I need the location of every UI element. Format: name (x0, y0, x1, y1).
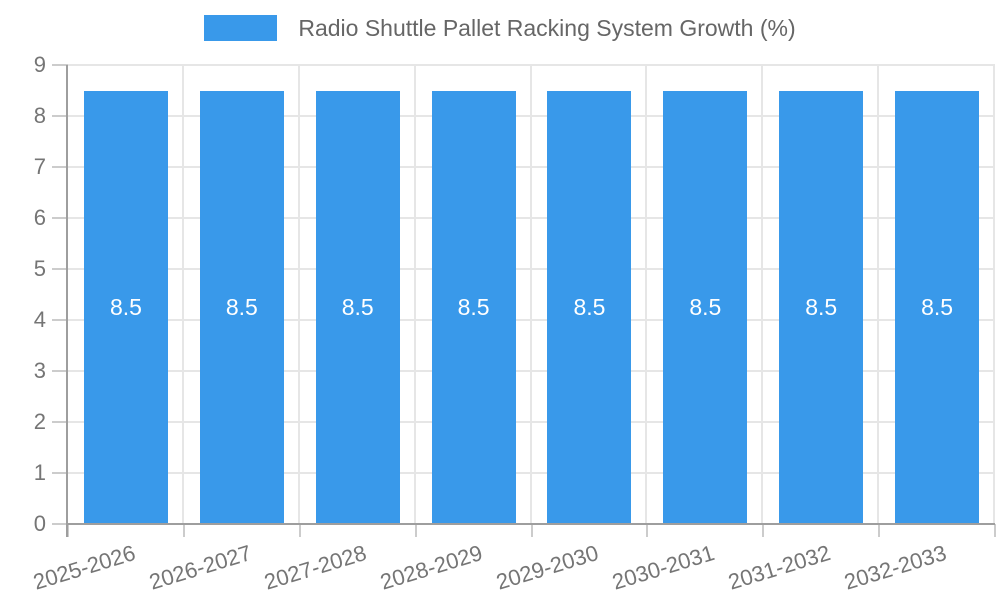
x-tick-mark (182, 524, 185, 537)
bar-value-label: 8.5 (921, 294, 954, 321)
x-tick-mark (67, 524, 69, 537)
y-gridline (68, 472, 995, 474)
bar[interactable] (431, 90, 516, 524)
bar-value-label: 8.5 (573, 294, 606, 321)
x-axis-tick-label: 2025-2026 (30, 540, 138, 595)
chart-legend[interactable]: Radio Shuttle Pallet Racking System Grow… (0, 15, 1000, 41)
x-gridline (529, 65, 532, 524)
x-gridline (297, 65, 300, 524)
y-tick-mark (52, 166, 68, 168)
x-gridline (645, 65, 648, 524)
x-axis-tick-label: 2032-2033 (841, 540, 950, 595)
x-axis-tick-label: 2026-2027 (145, 540, 254, 595)
y-axis-tick-label: 0 (33, 511, 46, 536)
x-gridline (761, 65, 764, 524)
x-axis-tick-label: 2030-2031 (609, 540, 718, 595)
y-axis-tick-label: 5 (33, 256, 46, 281)
bar[interactable] (547, 90, 632, 524)
y-axis-tick-label: 1 (33, 460, 46, 485)
x-axis-tick-label: 2027-2028 (261, 540, 370, 595)
legend-swatch (204, 15, 278, 41)
x-tick-mark (646, 524, 649, 537)
y-gridline (68, 268, 995, 270)
y-tick-mark (52, 523, 68, 525)
y-axis-line (66, 65, 68, 537)
bar-value-label: 8.5 (805, 294, 838, 321)
y-axis-tick-label: 7 (33, 154, 46, 179)
y-axis-tick-label: 4 (33, 307, 46, 332)
bar[interactable] (663, 90, 748, 524)
x-axis-tick-label: 2029-2030 (493, 540, 602, 595)
x-axis-tick-label: 2031-2032 (725, 540, 834, 595)
y-tick-mark (52, 268, 68, 270)
y-axis-tick-label: 2 (33, 409, 46, 434)
bar-value-label: 8.5 (689, 294, 722, 321)
plot-area: 8.5 8.5 8.5 8.5 8.5 8.5 8.5 8.5 (68, 64, 995, 524)
y-gridline (68, 166, 995, 168)
bar[interactable] (779, 90, 864, 524)
x-tick-mark (994, 524, 996, 537)
x-tick-mark (530, 524, 533, 537)
bar-value-label: 8.5 (341, 294, 374, 321)
y-gridline (68, 64, 995, 66)
y-gridline (68, 217, 995, 219)
bar-value-label: 8.5 (225, 294, 258, 321)
y-tick-mark (52, 64, 68, 66)
x-tick-mark (878, 524, 881, 537)
y-tick-mark (52, 115, 68, 117)
x-tick-mark (762, 524, 765, 537)
x-gridline (181, 65, 184, 524)
y-gridline (68, 115, 995, 117)
y-axis-tick-label: 6 (33, 205, 46, 230)
y-tick-mark (52, 217, 68, 219)
x-tick-mark (414, 524, 417, 537)
y-axis-tick-label: 8 (33, 103, 46, 128)
bar[interactable] (315, 90, 400, 524)
legend-label: Radio Shuttle Pallet Racking System Grow… (298, 15, 796, 41)
y-axis-tick-label: 9 (33, 52, 46, 77)
x-tick-mark (298, 524, 301, 537)
bar[interactable] (83, 90, 168, 524)
x-gridline (993, 65, 995, 524)
x-axis-line (66, 523, 995, 525)
bar[interactable] (199, 90, 284, 524)
y-gridline (68, 370, 995, 372)
y-tick-mark (52, 319, 68, 321)
y-gridline (68, 319, 995, 321)
x-gridline (413, 65, 416, 524)
y-axis-tick-label: 3 (33, 358, 46, 383)
y-tick-mark (52, 370, 68, 372)
bar-value-label: 8.5 (109, 294, 142, 321)
y-tick-mark (52, 472, 68, 474)
bar-value-label: 8.5 (457, 294, 490, 321)
y-tick-mark (52, 421, 68, 423)
y-gridline (68, 421, 995, 423)
x-gridline (877, 65, 880, 524)
x-axis-tick-label: 2028-2029 (377, 540, 486, 595)
bar[interactable] (895, 90, 980, 524)
